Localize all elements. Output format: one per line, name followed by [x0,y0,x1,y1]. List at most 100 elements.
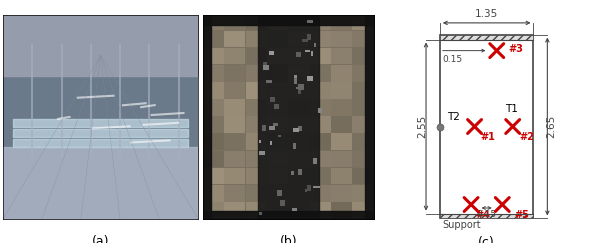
Bar [224,168,245,184]
Bar [245,31,266,47]
Bar [313,158,317,164]
Bar [267,168,288,184]
Bar [224,150,245,167]
Bar [224,99,245,116]
Bar [289,13,309,30]
Bar [203,48,224,64]
Bar [298,126,302,131]
Bar [331,133,352,150]
Bar [310,116,331,133]
Bar [259,211,262,215]
Text: #1: #1 [481,132,496,142]
Bar [331,150,352,167]
Bar [245,168,266,184]
Bar [289,82,309,99]
Bar [203,13,224,30]
Bar [289,185,309,201]
Text: Support: Support [442,220,481,230]
Bar [298,90,301,94]
Bar [310,13,331,30]
Bar [440,35,533,40]
Bar [293,143,296,149]
Bar [263,65,269,70]
Bar [277,191,282,196]
Text: (b): (b) [280,235,297,243]
Bar [307,76,313,81]
Bar [266,80,272,84]
Text: #2: #2 [519,132,534,142]
Bar [274,104,280,109]
Bar [331,185,352,201]
Bar [267,150,288,167]
Bar [289,150,309,167]
Bar [203,185,224,201]
Bar [245,185,266,201]
Text: 1.35: 1.35 [475,9,499,19]
Bar [352,13,373,30]
Bar [331,82,352,99]
Bar [307,34,311,40]
Bar [289,202,309,219]
Bar [310,202,331,219]
Text: #3: #3 [509,44,523,54]
Bar [224,185,245,201]
Bar [267,133,288,150]
Bar [305,50,310,52]
Bar [294,75,298,79]
Bar [331,168,352,184]
Bar [203,99,224,116]
Bar [203,168,224,184]
Bar [269,126,275,130]
Bar [352,48,373,64]
Bar [310,168,331,184]
Bar [280,200,285,206]
Bar [352,65,373,82]
Bar [305,189,307,192]
Bar [296,87,299,89]
Bar [352,116,373,133]
Bar [245,65,266,82]
Bar [224,48,245,64]
Text: #4: #4 [475,210,490,220]
Bar [270,141,272,145]
Bar [245,133,266,150]
Bar [203,116,224,133]
Bar [224,13,245,30]
Bar [352,202,373,219]
Text: 0.15: 0.15 [442,55,462,64]
Bar [310,82,331,99]
Bar [310,133,331,150]
Bar [331,202,352,219]
Bar [331,13,352,30]
Bar [267,202,288,219]
Bar [352,82,373,99]
Text: (a): (a) [92,235,109,243]
Bar [259,140,261,143]
Bar [313,186,320,188]
Bar [224,202,245,219]
Bar [352,99,373,116]
Bar [296,52,301,57]
Bar [273,123,278,126]
Bar [224,65,245,82]
Bar [352,150,373,167]
Bar [352,168,373,184]
Bar [224,31,245,47]
Text: T1: T1 [505,104,518,114]
Bar [203,202,224,219]
Bar [331,116,352,133]
Bar [302,39,308,42]
Bar [203,65,224,82]
Bar [294,78,298,84]
Bar [310,150,331,167]
Bar [224,133,245,150]
Bar [289,168,309,184]
Bar [310,48,331,64]
Text: 2.55: 2.55 [417,115,427,138]
Bar [310,185,331,201]
Bar [267,65,288,82]
Bar [245,99,266,116]
Text: 0.15: 0.15 [476,210,497,219]
Bar [331,99,352,116]
Bar [245,82,266,99]
